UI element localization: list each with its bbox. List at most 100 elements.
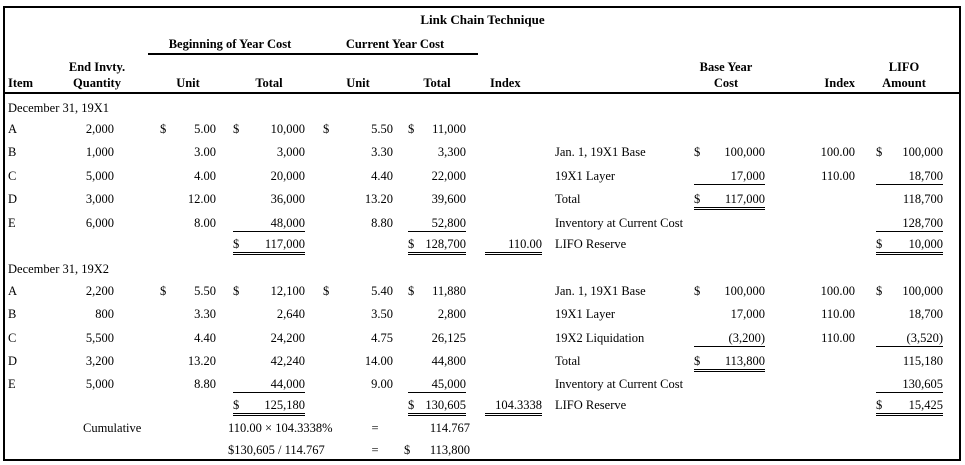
index-cell: 100.00 (820, 284, 855, 298)
dollar-sign: $ (160, 284, 167, 298)
quantity-cell: 5,000 (85, 377, 114, 391)
amount-text: 100,000 (724, 145, 765, 159)
index-cell: 110.00 (821, 331, 855, 345)
amount-text: 10,000 (270, 122, 305, 136)
boy-unit-header: Unit (176, 76, 200, 90)
cy-unit-cell: 4.75 (371, 331, 393, 345)
item-cell: E (8, 377, 16, 391)
amount-text: 100,000 (902, 145, 943, 159)
quantity-cell: 5,000 (85, 169, 114, 183)
item-header: Item (8, 76, 33, 90)
lifo-amount-cell: (3,520) (876, 330, 943, 347)
dollar-sign: $ (876, 237, 883, 251)
cy-unit-cell: $5.50 (323, 121, 393, 137)
cy-total-cell: 3,300 (437, 145, 466, 159)
boy-unit-cell: 4.40 (194, 331, 216, 345)
dollar-sign: $ (408, 237, 415, 251)
lifo-amount-cell: 18,700 (908, 307, 943, 321)
cy-total-header: Total (423, 76, 451, 90)
boy-total-header: Total (255, 76, 283, 90)
cy-total-cell: 45,000 (408, 376, 466, 393)
description-cell: Total (555, 354, 581, 368)
boy-total-cell: $12,100 (233, 283, 305, 299)
section-caption-19x1: December 31, 19X1 (8, 101, 110, 115)
base-year-cost-cell: (3,200) (694, 330, 765, 347)
quantity-header: Quantity (73, 76, 121, 90)
boy-unit-cell: 13.20 (187, 354, 216, 368)
base-year-cost-cell: $117,000 (694, 191, 765, 210)
cy-total-cell: $11,880 (408, 283, 466, 299)
cy-total-cell: 39,600 (431, 192, 466, 206)
amount-text: 117,000 (264, 237, 305, 251)
item-cell: C (8, 169, 17, 183)
item-cell: B (8, 145, 17, 159)
cy-unit-cell: 3.30 (371, 145, 393, 159)
description-cell: Jan. 1, 19X1 Base (555, 145, 646, 159)
index-header-left: Index (490, 76, 521, 90)
boy-group-header: Beginning of Year Cost (168, 37, 292, 51)
base-year-cost-cell: 17,000 (694, 168, 765, 185)
item-cell: E (8, 216, 16, 230)
equals-sign: = (371, 443, 379, 457)
amount-text: 15,425 (908, 398, 943, 412)
base-year-cost-cell: $100,000 (694, 283, 765, 299)
section-caption-19x2: December 31, 19X2 (8, 262, 110, 276)
header-separator-rule (4, 92, 961, 94)
cy-unit-cell: 8.80 (371, 216, 393, 230)
amount-text: 100,000 (902, 284, 943, 298)
index-cell: 110.00 (821, 169, 855, 183)
boy-unit-cell: 8.00 (194, 216, 216, 230)
item-cell: B (8, 307, 17, 321)
boy-unit-cell: $5.00 (160, 121, 216, 137)
quantity-cell: 3,000 (85, 192, 114, 206)
cumulative-expression: $130,605 / 114.767 (228, 443, 325, 457)
end-invty-header: End Invty. (68, 60, 126, 74)
cy-unit-cell: 14.00 (364, 354, 393, 368)
page-title: Link Chain Technique (420, 12, 545, 27)
lifo-reserve-label: LIFO Reserve (555, 237, 627, 251)
lifo-amount-cell: 130,605 (876, 376, 943, 393)
dollar-sign: $ (233, 237, 240, 251)
cy-total-cell: 44,800 (431, 354, 466, 368)
cy-total-sum-cell: $130,605 (408, 397, 466, 416)
cy-total-cell: 52,800 (408, 215, 466, 232)
dollar-sign: $ (694, 354, 701, 368)
base-year-cost-cell: $100,000 (694, 144, 765, 160)
boy-total-cell: 42,240 (270, 354, 305, 368)
boy-unit-cell: 8.80 (194, 377, 216, 391)
cumulative-expression: 110.00 × 104.3338% (228, 421, 333, 435)
cy-unit-cell: 4.40 (371, 169, 393, 183)
lifo-reserve-amount-cell: $10,000 (876, 236, 943, 255)
quantity-cell: 2,000 (85, 122, 114, 136)
cy-unit-cell: 3.50 (371, 307, 393, 321)
description-cell: Inventory at Current Cost (555, 377, 684, 391)
cy-total-sum-cell: $128,700 (408, 236, 466, 255)
base-year-cost-cell: $113,800 (694, 353, 765, 372)
lifo-reserve-amount-cell: $15,425 (876, 397, 943, 416)
dollar-sign: $ (408, 398, 415, 412)
index-cell: 100.00 (820, 145, 855, 159)
cumulative-label: Cumulative (83, 421, 142, 435)
quantity-cell: 3,200 (85, 354, 114, 368)
amount-text: 11,880 (432, 284, 466, 298)
lifo-amount-cell: 115,180 (902, 354, 943, 368)
index-cell: 104.3338 (485, 397, 542, 416)
cy-unit-cell: 13.20 (364, 192, 393, 206)
amount-text: 5.00 (194, 122, 216, 136)
group-header-rule (148, 53, 478, 55)
boy-unit-cell: 12.00 (187, 192, 216, 206)
index-header-right: Index (824, 76, 855, 90)
description-cell: 19X2 Liquidation (555, 331, 645, 345)
quantity-cell: 800 (95, 307, 114, 321)
item-cell: C (8, 331, 17, 345)
index-cell: 110.00 (485, 236, 542, 255)
cost-header: Cost (713, 76, 739, 90)
boy-total-cell: 2,640 (276, 307, 305, 321)
boy-total-cell: 3,000 (276, 145, 305, 159)
description-cell: Jan. 1, 19X1 Base (555, 284, 646, 298)
dollar-sign: $ (160, 122, 167, 136)
amount-text: 5.50 (194, 284, 216, 298)
cumulative-result: 114.767 (429, 421, 470, 435)
boy-total-cell: $10,000 (233, 121, 305, 137)
amount-text: 5.50 (371, 122, 393, 136)
